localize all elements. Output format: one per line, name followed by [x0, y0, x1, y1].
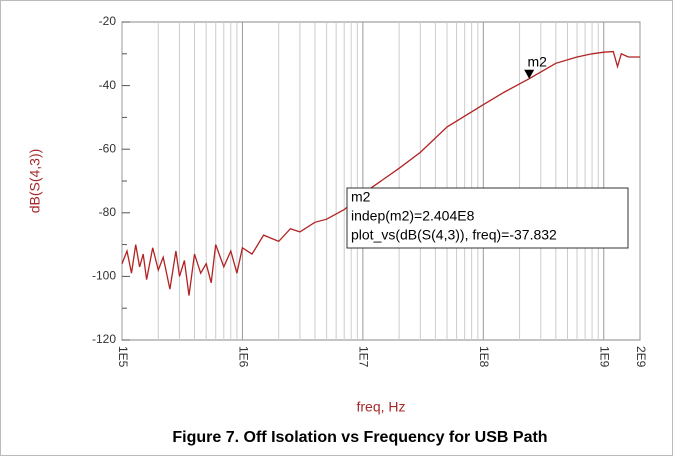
- x-tick-label: 1E7: [357, 346, 371, 368]
- y-tick-label: -40: [99, 78, 117, 92]
- y-tick-label: -100: [92, 269, 116, 283]
- y-tick-label: -120: [92, 332, 116, 346]
- data-line: [121, 50, 640, 296]
- marker: [524, 69, 535, 79]
- x-tick-label: 1E9: [598, 346, 612, 368]
- annotation-text: m2: [351, 189, 371, 205]
- annotation-box: [346, 187, 629, 249]
- x-tick-label: 1E6: [236, 346, 250, 368]
- y-axis-title: dB(S(4,3)): [27, 149, 43, 214]
- y-tick-label: -80: [99, 205, 117, 219]
- marker-label: m2: [527, 53, 547, 69]
- y-tick-label: -60: [99, 141, 117, 155]
- annotation-text: plot_vs(dB(S(4,3)), freq)=-37.832: [351, 227, 557, 243]
- x-tick-label: 1E5: [116, 346, 130, 368]
- annotation-text: indep(m2)=2.404E8: [351, 208, 475, 224]
- x-axis-title: freq, Hz: [356, 399, 405, 415]
- x-tick-label: 2E9: [634, 346, 648, 368]
- caption: Figure 7. Off Isolation vs Frequency for…: [172, 429, 547, 446]
- x-tick-label: 1E8: [477, 346, 491, 368]
- y-tick-label: -20: [99, 14, 117, 28]
